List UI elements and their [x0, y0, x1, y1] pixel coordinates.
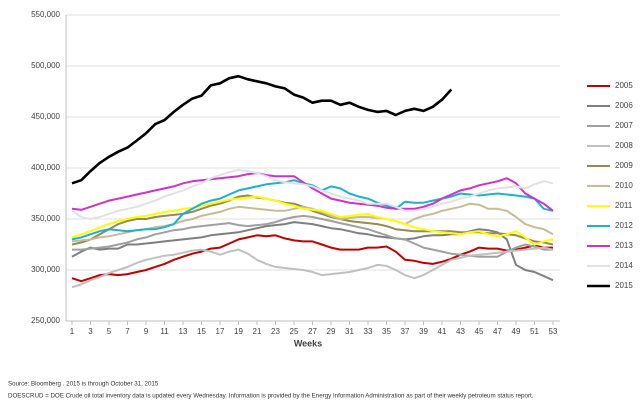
x-tick-label: 47 — [493, 327, 502, 336]
legend-label: 2013 — [615, 241, 633, 250]
x-tick-label: 11 — [160, 327, 169, 336]
series-line — [72, 214, 553, 258]
x-tick-label: 53 — [549, 327, 558, 336]
legend-label: 2008 — [615, 141, 633, 150]
x-tick-label: 35 — [382, 327, 391, 336]
legend-label: 2011 — [615, 201, 633, 210]
legend-label: 2009 — [615, 161, 633, 170]
legend-label: 2007 — [615, 121, 633, 130]
x-tick-label: 13 — [179, 327, 188, 336]
x-tick-label: 39 — [419, 327, 428, 336]
series-line — [71, 221, 554, 282]
legend-label: 2005 — [615, 81, 633, 90]
x-tick-label: 51 — [530, 327, 539, 336]
x-tick-label: 5 — [107, 327, 112, 336]
x-tick-label: 41 — [438, 327, 447, 336]
series-line — [71, 74, 453, 185]
x-tick-label: 15 — [197, 327, 206, 336]
x-tick-label: 3 — [88, 327, 93, 336]
y-tick-label: 450,000 — [31, 112, 60, 121]
x-tick-label: 37 — [401, 327, 410, 336]
x-tick-label: 25 — [290, 327, 299, 336]
legend-label: 2010 — [615, 181, 633, 190]
x-tick-label: 49 — [512, 327, 521, 336]
x-tick-label: 33 — [364, 327, 373, 336]
x-tick-label: 23 — [271, 327, 280, 336]
x-tick-label: 31 — [345, 327, 354, 336]
x-tick-label: 29 — [327, 327, 336, 336]
legend-label: 2015 — [615, 281, 633, 290]
y-tick-label: 500,000 — [31, 61, 60, 70]
x-tick-label: 7 — [125, 327, 130, 336]
x-tick-label: 9 — [144, 327, 149, 336]
y-tick-label: 250,000 — [31, 316, 60, 325]
legend-label: 2012 — [615, 221, 633, 230]
x-tick-label: 21 — [253, 327, 262, 336]
series-line — [71, 169, 554, 220]
legend-label: 2006 — [615, 101, 633, 110]
y-tick-label: 400,000 — [31, 163, 60, 172]
x-tick-label: 1 — [70, 327, 75, 336]
y-tick-label: 550,000 — [31, 10, 60, 19]
y-tick-label: 300,000 — [31, 265, 60, 274]
legend-label: 2014 — [615, 261, 633, 270]
series-line — [71, 234, 553, 283]
x-tick-label: 43 — [456, 327, 465, 336]
series-line — [71, 195, 554, 246]
x-tick-label: 45 — [475, 327, 484, 336]
footnote: DOESCRUD = DOE Crude oil total inventory… — [8, 393, 534, 400]
x-tick-label: 17 — [216, 327, 225, 336]
series-line — [71, 246, 554, 289]
source-note: Source: Bloomberg . 2015 is through Octo… — [8, 381, 159, 388]
y-tick-label: 350,000 — [31, 214, 60, 223]
x-tick-label: 19 — [234, 327, 243, 336]
series-line — [71, 172, 554, 212]
x-axis-label: Weeks — [294, 338, 322, 348]
x-tick-label: 27 — [308, 327, 317, 336]
